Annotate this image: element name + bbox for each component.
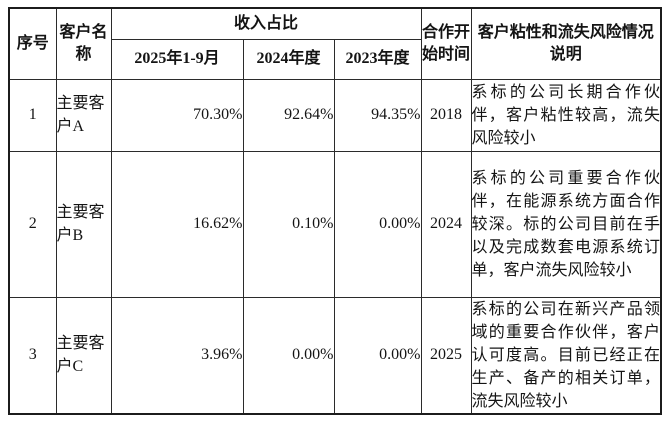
header-cell-revenue-group: 收入占比	[110, 7, 422, 40]
cell-seq: 3	[8, 296, 57, 415]
header-cell-period-2025: 2025年1-9月	[110, 38, 244, 80]
cell-pct-2024: 0.00%	[242, 296, 335, 415]
cell-seq: 2	[8, 150, 57, 298]
cell-coop-start: 2018	[420, 78, 472, 152]
header-cell-customer: 客户名称	[55, 7, 112, 80]
cell-pct-2024: 0.10%	[242, 150, 335, 298]
table-row-customer-c: 3 主要客户C 3.96% 0.00% 0.00% 2025 系标的公司在新兴产…	[8, 296, 662, 415]
customer-table-container: 序号 客户名称 收入占比 合作开始时间 客户粘性和流失风险情况说明 2025年1…	[8, 7, 662, 415]
cell-pct-2024: 92.64%	[242, 78, 335, 152]
cell-risk-desc: 系标的公司重要合作伙伴，在能源系统方面合作较深。标的公司目前在手以及完成数套电源…	[470, 150, 662, 298]
cell-pct-2025: 70.30%	[110, 78, 244, 152]
header-cell-risk-desc: 客户粘性和流失风险情况说明	[470, 7, 662, 80]
cell-pct-2023: 0.00%	[333, 150, 422, 298]
customer-table: 序号 客户名称 收入占比 合作开始时间 客户粘性和流失风险情况说明 2025年1…	[8, 7, 662, 415]
header-row-2: 2025年1-9月 2024年度 2023年度	[9, 38, 661, 80]
table-row-customer-a: 1 主要客户A 70.30% 92.64% 94.35% 2018 系标的公司长…	[8, 78, 662, 152]
cell-customer-name: 主要客户C	[55, 296, 112, 415]
cell-risk-desc: 系标的公司长期合作伙伴，客户粘性较高，流失风险较小	[470, 78, 662, 152]
cell-coop-start: 2025	[420, 296, 472, 415]
cell-pct-2023: 0.00%	[333, 296, 422, 415]
cell-coop-start: 2024	[420, 150, 472, 298]
cell-pct-2023: 94.35%	[333, 78, 422, 152]
cell-customer-name: 主要客户B	[55, 150, 112, 298]
cell-seq: 1	[8, 78, 57, 152]
cell-pct-2025: 3.96%	[110, 296, 244, 415]
cell-risk-desc: 系标的公司在新兴产品领域的重要合作伙伴，客户认可度高。目前已经正在生产、备产的相…	[470, 296, 662, 415]
table-row-customer-b: 2 主要客户B 16.62% 0.10% 0.00% 2024 系标的公司重要合…	[8, 150, 662, 298]
header-cell-seq: 序号	[8, 7, 57, 80]
header-cell-period-2024: 2024年度	[242, 38, 335, 80]
cell-pct-2025: 16.62%	[110, 150, 244, 298]
header-row-1: 序号 客户名称 收入占比 合作开始时间 客户粘性和流失风险情况说明	[8, 7, 662, 80]
header-cell-period-2023: 2023年度	[333, 38, 422, 80]
header-cell-coop-start: 合作开始时间	[420, 7, 472, 80]
cell-customer-name: 主要客户A	[55, 78, 112, 152]
